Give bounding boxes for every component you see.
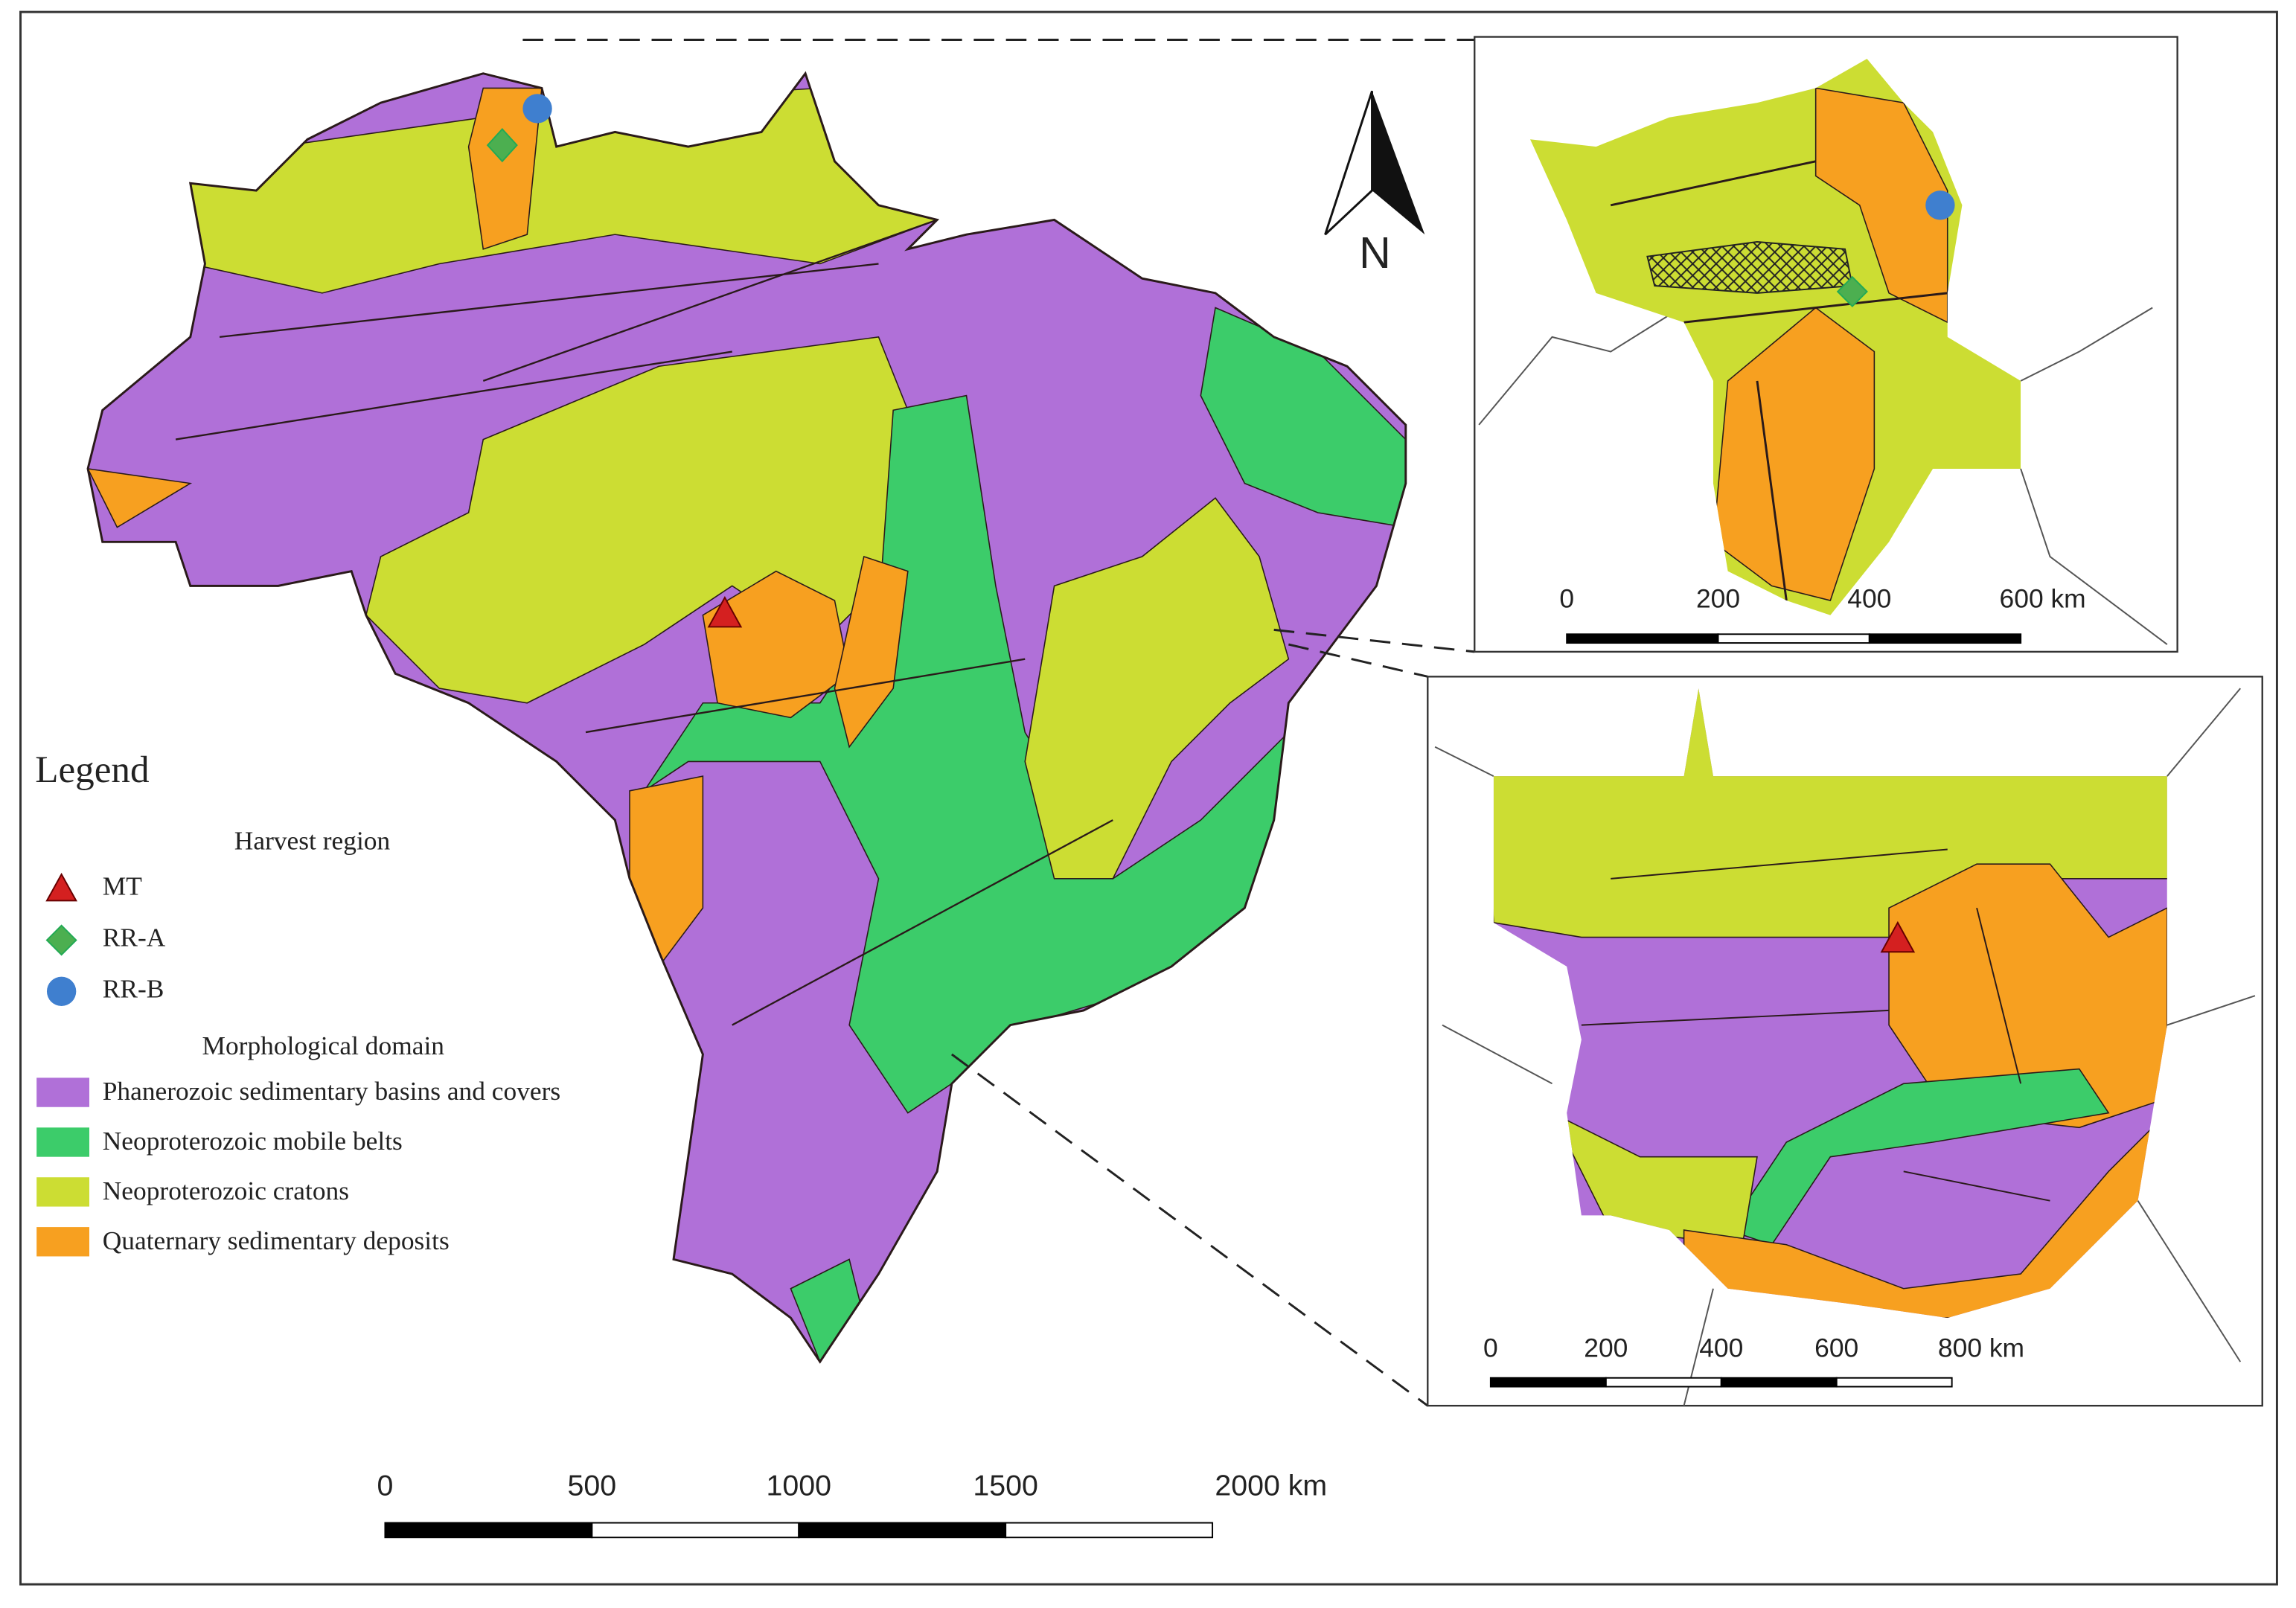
scale-bar-segment [1566,633,1719,644]
scale-bar-label: 600 [1814,1333,1858,1363]
domain-area [1550,1111,1758,1246]
scale-bar-label: 400 [1699,1333,1743,1363]
scale-bar-label: 1500 [973,1470,1038,1502]
legend-marker [45,924,77,956]
legend-marker [45,872,77,902]
brazil-outline [86,71,1407,1364]
legend-swatch [36,1177,90,1207]
legend-label: Neoproterozoic cratons [103,1176,349,1205]
boundary [1434,688,2256,1406]
scale-bar-label: 600 km [2000,583,2086,613]
marker-mt [1880,920,1916,953]
legend-marker [46,976,77,1007]
scale-bar-segment [591,1522,800,1539]
marker-rr-a [1836,275,1868,307]
legend-label: RR-B [103,973,164,1003]
legend-label: MT [103,871,142,901]
scale-bar-label: 400 [1847,583,1891,613]
domain-area [88,467,193,528]
scale-bar-segment [1868,633,2022,644]
scale-bar-segment [1717,633,1870,644]
domain-area [1814,87,1948,324]
boundary [1478,307,2168,645]
domain-area [1727,1068,2110,1246]
domain-area [1024,497,1290,880]
domain-area [1683,1111,2167,1319]
domain-area [1200,307,1406,528]
scale-bar-label: 200 [1584,1333,1628,1363]
scale-bar-label: 200 [1696,583,1740,613]
legend-title: Legend [35,749,149,791]
legend-label: Quaternary sedimentary deposits [103,1226,450,1255]
scale-bar-label: 500 [568,1470,617,1502]
boundary [1610,160,1948,601]
marker-rr-b [522,94,552,124]
domain-area [834,555,909,749]
scale-bar-label: 0 [1559,583,1574,613]
legend-label: Neoproterozoic mobile belts [103,1126,403,1156]
legend-label: RR-A [103,923,166,952]
marker-mt [707,596,743,628]
scale-bar-segment [384,1522,593,1539]
legend-label: Phanerozoic sedimentary basins and cover… [103,1076,560,1106]
boundary [1581,848,2050,1202]
scale-bar-label: 0 [1483,1333,1498,1363]
scale-bar-label: 800 km [1938,1333,2024,1363]
legend-group-title: Harvest region [234,826,391,856]
scale-bar-label: 0 [377,1470,394,1502]
domain-area [467,87,543,250]
marker-rr-a [486,128,518,163]
legend-swatch [36,1127,90,1157]
scale-bar-segment [1720,1377,1838,1388]
scale-bar-segment [1489,1377,1607,1388]
legend-swatch [36,1227,90,1257]
scale-bar-segment [1005,1522,1214,1539]
north-label: N [1359,228,1391,278]
scale-bar-segment [1605,1377,1722,1388]
legend-swatch [36,1077,90,1107]
scale-bar-label: 2000 km [1215,1470,1327,1502]
legend-group-title: Morphological domain [202,1031,445,1060]
connector [522,39,1475,1407]
scale-bar-segment [1835,1377,1953,1388]
north-arrow [1372,91,1425,235]
scale-bar-segment [798,1522,1007,1539]
domain-area [1888,863,2167,1129]
scale-bar-label: 1000 [767,1470,832,1502]
marker-rr-b [1925,190,1955,220]
boundary [175,219,1113,1026]
